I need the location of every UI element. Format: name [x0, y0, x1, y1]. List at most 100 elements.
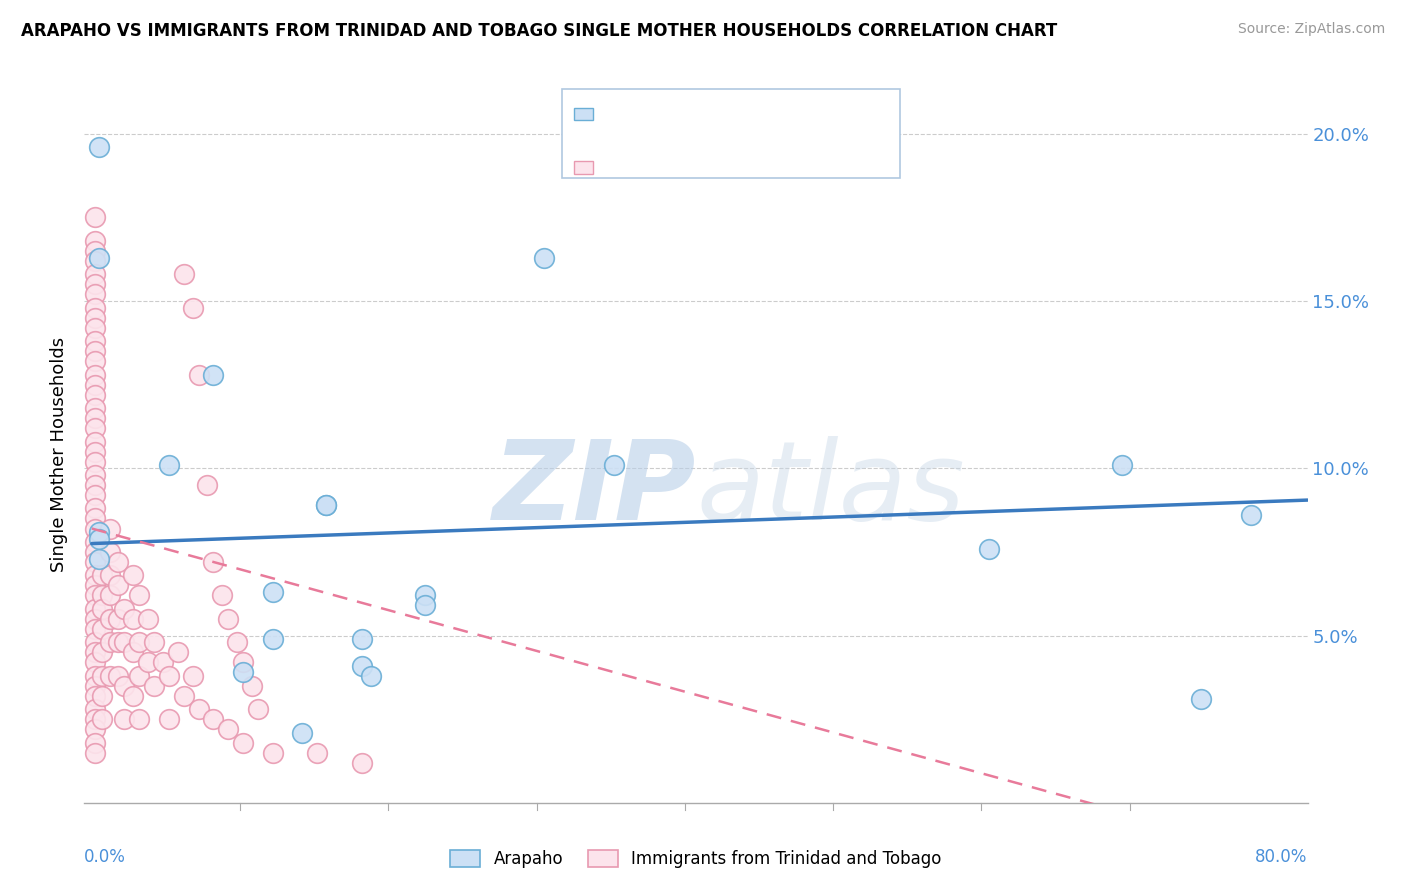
Text: R =  0.047   N =  24: R = 0.047 N = 24 [605, 107, 766, 121]
Legend: Arapaho, Immigrants from Trinidad and Tobago: Arapaho, Immigrants from Trinidad and To… [443, 843, 949, 874]
Point [83, 689, 105, 703]
Point [83, 401, 105, 416]
Point [91, 622, 114, 636]
Point [166, 645, 188, 659]
Point [83, 310, 105, 325]
Point [112, 601, 135, 615]
Point [83, 244, 105, 258]
Point [83, 253, 105, 268]
Point [107, 669, 129, 683]
Point [122, 689, 145, 703]
Point [83, 735, 105, 749]
Point [202, 368, 225, 382]
Point [291, 725, 314, 739]
Point [83, 645, 105, 659]
Point [83, 521, 105, 535]
Point [83, 635, 105, 649]
Point [83, 354, 105, 368]
Point [360, 669, 382, 683]
Point [307, 746, 329, 760]
Point [143, 679, 166, 693]
Point [232, 665, 254, 680]
Text: R = -0.067   N = 109: R = -0.067 N = 109 [605, 161, 772, 175]
Point [89, 524, 111, 539]
Point [107, 635, 129, 649]
Point [89, 140, 111, 154]
Point [240, 679, 263, 693]
Point [83, 746, 105, 760]
Point [89, 551, 111, 566]
Point [83, 622, 105, 636]
Point [83, 669, 105, 683]
Point [128, 589, 150, 603]
Text: 0.0%: 0.0% [84, 848, 127, 866]
Point [83, 712, 105, 726]
Point [232, 655, 254, 669]
Point [83, 268, 105, 282]
Point [83, 211, 105, 225]
Point [83, 287, 105, 301]
Point [91, 669, 114, 683]
Point [98, 545, 121, 559]
Point [83, 555, 105, 569]
Point [83, 234, 105, 248]
Point [89, 532, 111, 546]
Point [83, 467, 105, 482]
Point [83, 444, 105, 458]
Point [112, 679, 135, 693]
Point [83, 434, 105, 449]
Point [262, 632, 284, 646]
Point [202, 555, 225, 569]
Point [83, 702, 105, 716]
Point [181, 669, 204, 683]
Point [173, 268, 195, 282]
Point [187, 702, 209, 716]
Point [83, 321, 105, 335]
Text: 80.0%: 80.0% [1256, 848, 1308, 866]
Point [83, 301, 105, 315]
Point [1240, 508, 1263, 523]
Point [83, 612, 105, 626]
Point [157, 458, 180, 472]
Point [83, 568, 105, 582]
Point [89, 251, 111, 265]
Point [98, 669, 121, 683]
Point [107, 578, 129, 592]
Point [107, 555, 129, 569]
Point [128, 635, 150, 649]
Point [143, 635, 166, 649]
Point [91, 589, 114, 603]
Point [136, 612, 159, 626]
Point [98, 635, 121, 649]
Point [128, 712, 150, 726]
Point [91, 645, 114, 659]
Point [1111, 458, 1133, 472]
Point [83, 578, 105, 592]
Point [217, 723, 239, 737]
Point [157, 669, 180, 683]
Point [91, 712, 114, 726]
Point [211, 589, 233, 603]
Point [232, 735, 254, 749]
Point [187, 368, 209, 382]
Text: ARAPAHO VS IMMIGRANTS FROM TRINIDAD AND TOBAGO SINGLE MOTHER HOUSEHOLDS CORRELAT: ARAPAHO VS IMMIGRANTS FROM TRINIDAD AND … [21, 22, 1057, 40]
Point [83, 679, 105, 693]
Point [83, 368, 105, 382]
Point [83, 334, 105, 348]
Point [315, 498, 337, 512]
Point [122, 645, 145, 659]
Text: atlas: atlas [696, 436, 965, 543]
Point [98, 589, 121, 603]
Point [112, 712, 135, 726]
Point [112, 635, 135, 649]
Point [122, 612, 145, 626]
Point [197, 478, 219, 492]
Point [350, 632, 373, 646]
Point [83, 601, 105, 615]
Point [83, 589, 105, 603]
Point [152, 655, 174, 669]
Point [83, 387, 105, 401]
Point [315, 498, 337, 512]
Point [173, 689, 195, 703]
Point [91, 601, 114, 615]
